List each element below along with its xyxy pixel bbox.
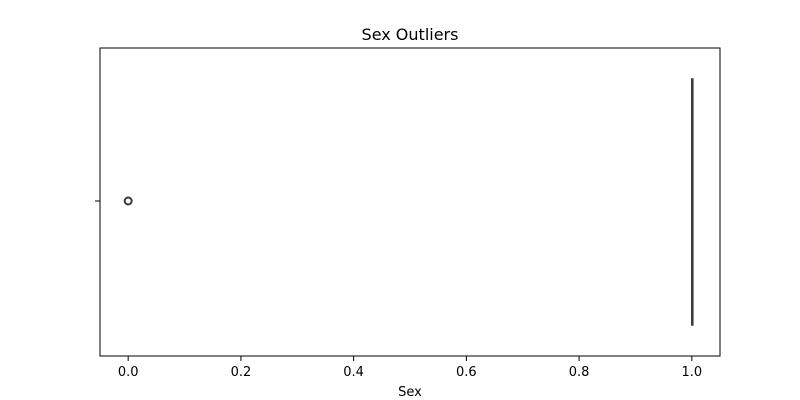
x-axis-label: Sex <box>398 385 422 400</box>
x-tick-label: 0.8 <box>569 365 590 380</box>
x-axis-ticks: 0.0 0.2 0.4 0.6 0.8 1.0 <box>118 356 702 380</box>
x-tick-label: 0.6 <box>456 365 477 380</box>
x-tick-label: 0.0 <box>118 365 139 380</box>
x-tick-label: 0.4 <box>343 365 364 380</box>
plot-area-frame <box>99 47 721 357</box>
x-tick-label: 1.0 <box>681 365 702 380</box>
x-tick-label: 0.2 <box>231 365 252 380</box>
outlier-point <box>123 196 133 206</box>
box-series <box>123 78 694 326</box>
chart-title: Sex Outliers <box>362 25 459 44</box>
